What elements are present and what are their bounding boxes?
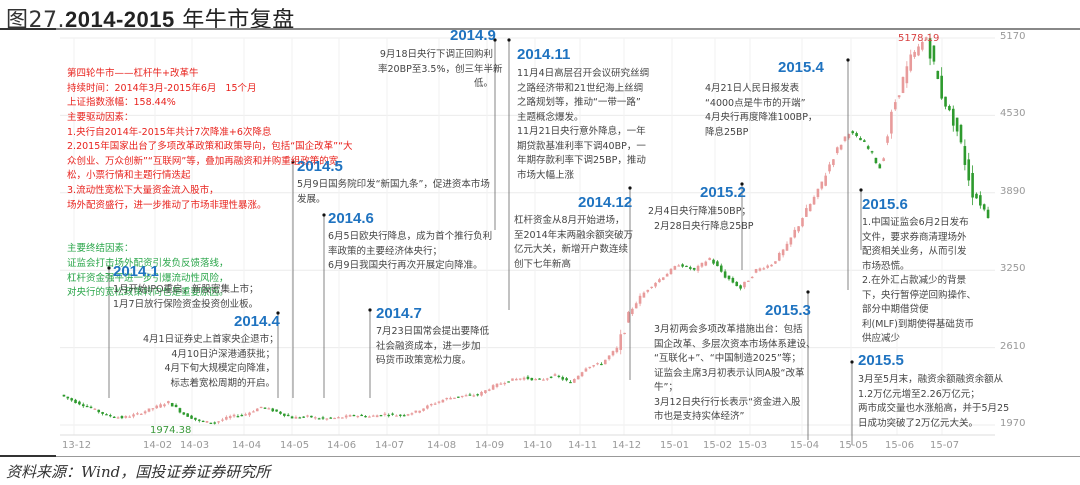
x-tick-label: 14-12 xyxy=(612,440,642,451)
y-tick-label: 2610 xyxy=(1000,340,1026,352)
x-tick-label: 14-11 xyxy=(568,440,598,451)
summary-box: 第四轮牛市——杠杆牛+改革牛 持续时间：2014年3月-2015年6月 15个月… xyxy=(67,38,353,315)
y-tick-label: 3250 xyxy=(1000,263,1026,275)
note-2015-5: 3月至5月末，融资余额融资余额从 1.2万亿元增至2.26万亿元； 两市成交量也… xyxy=(858,374,1010,429)
note-2015-4: 4月21日人民日报发表 “4000点是牛市的开端” 4月央行再度降准100BP，… xyxy=(705,83,818,138)
bottom-rule xyxy=(0,455,1080,457)
note-2014-7: 7月23日国常会提出要降低 社会融资成本，进一步加 码货币政策宽松力度。 xyxy=(376,326,490,366)
label-2015-2: 2015.2 xyxy=(700,184,746,201)
label-2015-6: 2015.6 xyxy=(862,196,908,213)
label-2014-6: 2014.6 xyxy=(328,210,374,227)
note-2015-6: 1.中国证监会6月2日发布 文件，要求券商清理场外 配资相关业务，从而引发 市场… xyxy=(862,217,977,344)
x-tick-label: 15-04 xyxy=(790,440,820,451)
x-tick-label: 14-02 xyxy=(143,440,173,451)
x-tick-label: 14-06 xyxy=(327,440,357,451)
low-value-label: 1974.38 xyxy=(150,425,192,436)
x-tick-label: 15-05 xyxy=(839,440,869,451)
label-2014-4: 2014.4 xyxy=(234,313,280,330)
label-2014-9: 2014.9 xyxy=(450,27,496,44)
note-2014-6: 6月5日欧央行降息，成为首个推行负利 率政策的主要经济体央行； 6月9日我国央行… xyxy=(328,231,493,271)
x-tick-label: 14-09 xyxy=(475,440,505,451)
source-note: 资料来源：Wind，国投证券证券研究所 xyxy=(6,463,271,481)
note-2014-9: 9月18日央行下调正回购利 率20BP至3.5%，创三年半新 低。 xyxy=(378,49,503,89)
label-2015-4: 2015.4 xyxy=(778,59,824,76)
note-2015-2: 2月4日央行降准50BP； 2月28日央行降息25BP xyxy=(648,206,754,232)
label-2015-5: 2015.5 xyxy=(858,352,904,369)
high-value-label: 5178.19 xyxy=(898,33,940,44)
note-2014-4: 4月1日证券史上首家央企退市； 4月10日沪深港通获批； 4月下旬大规模定向降准… xyxy=(143,334,279,389)
note-2014-5: 5月9日国务院印发“新国九条”，促进资本市场 发展。 xyxy=(297,179,490,205)
x-tick-label: 15-07 xyxy=(930,440,960,451)
label-2014-1: 2014.1 xyxy=(113,263,159,280)
top-rule xyxy=(0,28,1080,30)
note-2014-1: 1月开始IPO重启，新股密集上市； 1月7日放行保险资金投资创业板。 xyxy=(113,284,259,310)
summary-end-factors: 主要终结因素： 证监会打击场外配资引发负反馈落线， 杠杆资金强平进一步引爆流动性… xyxy=(67,243,229,299)
x-tick-label: 14-07 xyxy=(375,440,405,451)
x-tick-label: 15-02 xyxy=(703,440,733,451)
summary-drivers: 第四轮牛市——杠杆牛+改革牛 持续时间：2014年3月-2015年6月 15个月… xyxy=(67,68,353,211)
y-tick-label: 4530 xyxy=(1000,108,1026,120)
label-2014-12: 2014.12 xyxy=(578,194,633,211)
x-tick-label: 14-03 xyxy=(180,440,210,451)
x-tick-label: 15-06 xyxy=(885,440,915,451)
label-2014-7: 2014.7 xyxy=(376,305,422,322)
x-tick-label: 14-04 xyxy=(232,440,262,451)
x-tick-label: 14-05 xyxy=(280,440,310,451)
title-years: 2014-2015 xyxy=(65,7,175,32)
x-tick-label: 14-08 xyxy=(427,440,457,451)
x-tick-label: 13-12 xyxy=(62,440,92,451)
x-tick-label: 15-03 xyxy=(738,440,768,451)
x-tick-label: 14-10 xyxy=(523,440,553,451)
y-tick-label: 1970 xyxy=(1000,418,1026,429)
label-2014-5: 2014.5 xyxy=(297,158,343,175)
note-2015-3: 3月初两会多项改革措施出台：包括 国企改革、多层次资本市场体系建设、 “互联化+… xyxy=(654,324,816,422)
label-2015-3: 2015.3 xyxy=(765,302,811,319)
note-2014-12: 杠杆资金从8月开始进场， 至2014年末两融余额突破万 亿元大关，新增开户数连续… xyxy=(514,215,634,270)
y-tick-label: 5170 xyxy=(1000,31,1026,42)
note-2014-11: 11月4日高层召开会议研究丝绸 之路经济带和21世纪海上丝绸 之路规划等，推动“… xyxy=(517,68,650,181)
x-tick-label: 15-01 xyxy=(660,440,690,451)
y-tick-label: 3890 xyxy=(1000,185,1026,197)
label-2014-11: 2014.11 xyxy=(517,46,571,63)
